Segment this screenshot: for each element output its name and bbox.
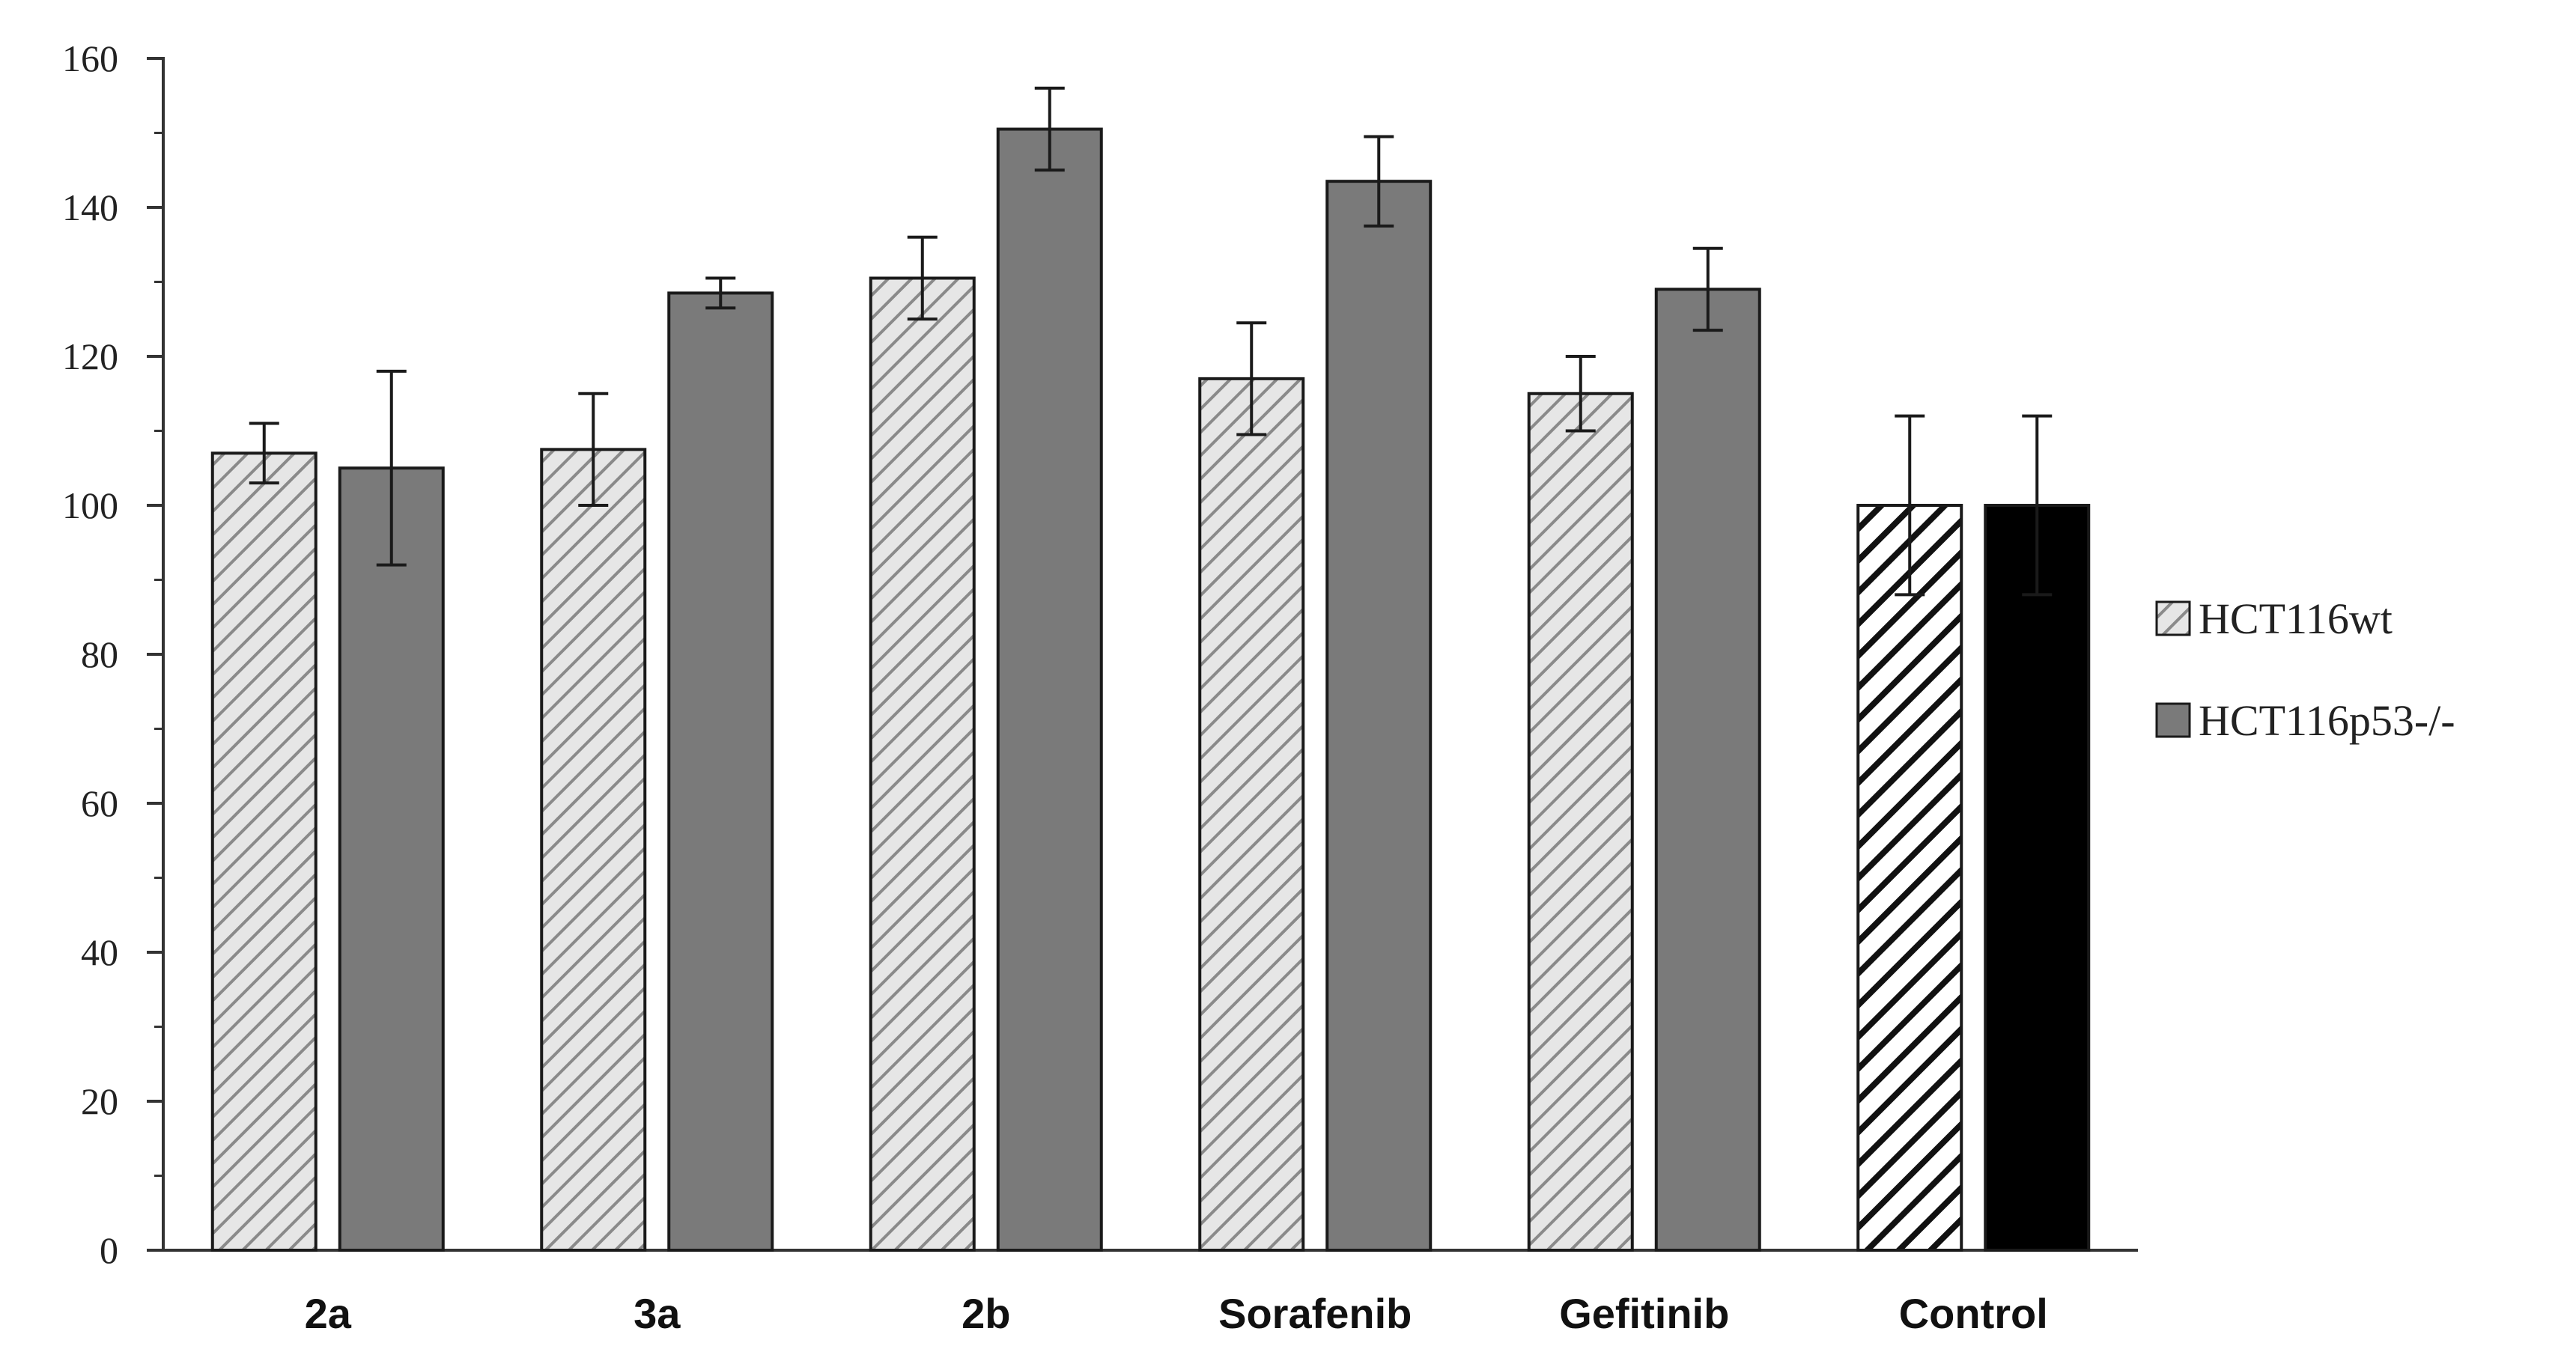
bar-hct116wt-control xyxy=(1856,504,1963,1252)
bar-hct116p53-2b xyxy=(996,127,1103,1252)
x-category-label: 2b xyxy=(962,1290,1010,1337)
x-category-label: 2a xyxy=(305,1290,352,1337)
y-tick-label: 140 xyxy=(62,186,118,228)
legend-label-hct116p53: HCT116p53-/- xyxy=(2199,696,2455,745)
bar-hct116p53-3a xyxy=(667,291,774,1252)
bar-hct116p53-control xyxy=(1984,504,2091,1252)
legend-label-hct116wt: HCT116wt xyxy=(2199,594,2393,643)
x-category-label: Gefitinib xyxy=(1559,1290,1729,1337)
bar-hct116p53-2a xyxy=(338,466,445,1252)
bar-hct116wt-2b xyxy=(869,276,976,1252)
y-tick-label: 40 xyxy=(81,931,118,973)
bar-hct116wt-sorafenib xyxy=(1198,377,1305,1252)
y-tick-label: 60 xyxy=(81,782,118,824)
bar-hct116wt-2a xyxy=(210,451,318,1252)
bar-hct116p53-sorafenib xyxy=(1325,180,1433,1252)
x-category-label: Sorafenib xyxy=(1218,1290,1412,1337)
legend: HCT116wt HCT116p53-/- xyxy=(2155,594,2455,745)
bar-hct116p53-gefitinib xyxy=(1654,287,1761,1252)
y-tick-label: 0 xyxy=(100,1229,118,1271)
bar-hct116wt-3a xyxy=(540,448,647,1252)
y-tick-label: 20 xyxy=(81,1080,118,1122)
y-tick-label: 100 xyxy=(62,484,118,526)
y-tick-label: 120 xyxy=(62,335,118,377)
axes: 0 20 40 60 80 100 120 140 160 2a 3a 2b Sorafenib Gefi… xyxy=(62,37,2138,1337)
y-tick-label: 160 xyxy=(62,37,118,79)
legend-swatch-hct116wt xyxy=(2155,600,2191,636)
bar-hct116wt-gefitinib xyxy=(1527,392,1634,1252)
y-tick-label: 80 xyxy=(81,633,118,675)
bars xyxy=(210,86,2091,1252)
legend-swatch-hct116p53 xyxy=(2155,702,2191,738)
x-category-label: Control xyxy=(1899,1290,2048,1337)
x-category-label: 3a xyxy=(634,1290,681,1337)
